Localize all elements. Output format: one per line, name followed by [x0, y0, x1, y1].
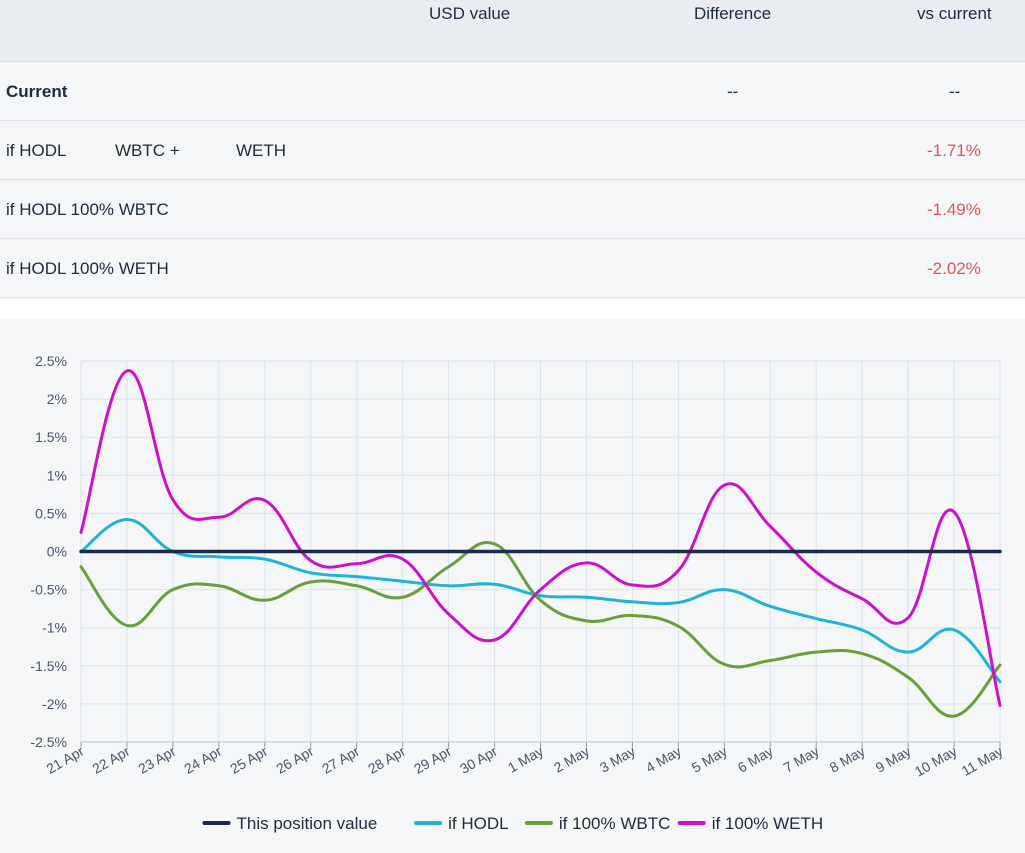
vs-current-value: --: [949, 82, 961, 101]
table-header: USD value Difference vs current: [0, 0, 1025, 62]
y-tick-label: -0.5%: [30, 582, 67, 598]
x-tick-label: 11 May: [959, 743, 1006, 779]
y-tick-label: 1.5%: [35, 429, 67, 445]
x-tick-label: 30 Apr: [457, 743, 500, 777]
section-divider: [0, 299, 1025, 318]
legend-label-if-100-wbtc: if 100% WBTC: [559, 814, 670, 833]
x-tick-label: 23 Apr: [135, 743, 178, 777]
x-tick-label: 28 Apr: [365, 743, 408, 777]
chart-svg: 2.5% 2% 1.5% 1% 0.5% 0% -0.5% -1% -1.5% -2% -2.5% 2…: [30, 353, 1006, 833]
y-tick-label: 2%: [47, 391, 67, 407]
row-label-token-b: WETH: [236, 141, 287, 160]
legend-label-if-hodl: if HODL: [448, 814, 508, 833]
x-tick-label: 8 May: [827, 743, 868, 776]
series-line-if-hodl: [79, 517, 1002, 684]
x-tick-label: 9 May: [873, 743, 914, 776]
y-tick-label: 2.5%: [35, 353, 67, 369]
row-label: Current: [6, 82, 68, 101]
x-tick-label: 24 Apr: [181, 743, 224, 777]
x-tick-label: 26 Apr: [273, 743, 316, 777]
legend-label-if-100-weth: if 100% WETH: [712, 814, 823, 833]
legend-label-this-position-value: This position value: [237, 814, 378, 833]
series-line-if-100-weth: [79, 369, 1002, 707]
y-tick-label: -2.5%: [30, 734, 67, 750]
performance-chart: 2.5% 2% 1.5% 1% 0.5% 0% -0.5% -1% -1.5% -2% -2.5% 2…: [0, 318, 1025, 848]
x-tick-label: 2 May: [551, 743, 592, 776]
row-label: if HODL: [6, 141, 67, 160]
row-label: if HODL 100% WETH: [6, 259, 169, 278]
y-tick-label: -1.5%: [30, 658, 67, 674]
header-usd-value: USD value: [429, 4, 511, 23]
x-tick-label: 3 May: [597, 743, 638, 776]
x-tick-label: 27 Apr: [319, 743, 362, 777]
x-tick-label: 6 May: [735, 743, 776, 776]
y-tick-label: 0%: [47, 544, 67, 560]
y-tick-label: 0.5%: [35, 505, 67, 521]
x-tick-label: 10 May: [912, 743, 960, 780]
y-tick-label: 1%: [47, 467, 67, 483]
vs-current-value: -1.71%: [927, 141, 981, 160]
row-label-token-a: WBTC +: [115, 141, 180, 160]
comparison-table: USD value Difference vs current Current …: [0, 0, 1025, 298]
x-tick-label: 7 May: [781, 743, 822, 776]
vs-current-value: -2.02%: [927, 259, 981, 278]
x-tick-label: 5 May: [689, 743, 730, 776]
x-tick-label: 1 May: [505, 743, 546, 776]
row-current: Current -- --: [0, 62, 1025, 121]
series-line-if-100-wbtc: [79, 541, 1002, 718]
difference-value: --: [727, 82, 739, 101]
x-tick-label: 22 Apr: [89, 743, 132, 777]
row-if-hodl-weth: if HODL 100% WETH -2.02%: [0, 239, 1025, 298]
x-tick-label: 25 Apr: [227, 743, 270, 777]
header-difference: Difference: [694, 4, 772, 23]
x-tick-label: 4 May: [643, 743, 684, 776]
row-if-hodl: if HODL WBTC + WETH -1.71%: [0, 121, 1025, 180]
header-vs-current: vs current: [917, 4, 992, 23]
y-tick-label: -2%: [42, 696, 67, 712]
vs-current-value: -1.49%: [927, 200, 981, 219]
y-tick-label: -1%: [42, 620, 67, 636]
row-label: if HODL 100% WBTC: [6, 200, 169, 219]
x-tick-label: 29 Apr: [411, 743, 454, 777]
legend: This position value if HODL if 100% WBTC if…: [202, 814, 823, 833]
row-if-hodl-wbtc: if HODL 100% WBTC -1.49%: [0, 180, 1025, 239]
